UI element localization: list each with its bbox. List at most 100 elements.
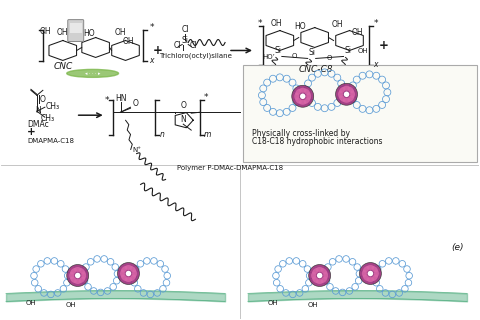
Text: +: + (27, 127, 36, 137)
Ellipse shape (348, 95, 354, 102)
Text: ◂ · · · ▸: ◂ · · · ▸ (340, 74, 355, 79)
Ellipse shape (348, 87, 354, 93)
Text: CNC-C8: CNC-C8 (299, 65, 333, 74)
Ellipse shape (338, 91, 343, 98)
Ellipse shape (363, 275, 370, 281)
Ellipse shape (125, 277, 132, 282)
Ellipse shape (295, 89, 302, 95)
Ellipse shape (67, 69, 119, 77)
Ellipse shape (299, 100, 307, 105)
Ellipse shape (304, 89, 310, 95)
Text: m: m (204, 130, 212, 139)
Text: Polymer P-DMAc-DMAPMA-C18: Polymer P-DMAc-DMAPMA-C18 (177, 165, 283, 171)
Text: (e): (e) (451, 243, 463, 252)
Ellipse shape (294, 92, 299, 100)
Ellipse shape (132, 270, 137, 277)
Circle shape (317, 273, 323, 278)
Text: HO’: HO’ (262, 54, 275, 60)
Text: *: * (204, 93, 209, 102)
Text: CH₃: CH₃ (41, 114, 55, 123)
Text: DMAc: DMAc (27, 120, 48, 129)
Ellipse shape (309, 265, 331, 286)
Text: O: O (292, 53, 298, 60)
Ellipse shape (316, 267, 324, 272)
Ellipse shape (311, 272, 316, 279)
Ellipse shape (81, 272, 86, 279)
FancyBboxPatch shape (70, 23, 82, 33)
Text: Si: Si (275, 46, 281, 55)
Text: Physically cross-linked by: Physically cross-linked by (252, 129, 350, 138)
Ellipse shape (295, 97, 302, 104)
Text: N⁺: N⁺ (132, 147, 142, 153)
Ellipse shape (74, 267, 82, 272)
Ellipse shape (350, 91, 355, 98)
Circle shape (75, 273, 81, 278)
Ellipse shape (362, 270, 367, 277)
Ellipse shape (336, 83, 358, 105)
Ellipse shape (79, 276, 85, 283)
Ellipse shape (70, 276, 77, 283)
Text: OH: OH (352, 28, 363, 36)
Ellipse shape (316, 279, 324, 284)
Text: O: O (180, 101, 186, 110)
Text: *: * (258, 19, 263, 28)
Text: Cl: Cl (190, 42, 197, 51)
Text: OH: OH (268, 300, 278, 306)
Ellipse shape (69, 272, 74, 279)
Ellipse shape (339, 87, 346, 93)
Text: O: O (132, 99, 138, 108)
Ellipse shape (130, 266, 136, 272)
Text: HN: HN (115, 94, 126, 103)
Circle shape (344, 92, 349, 97)
Text: OH: OH (358, 48, 368, 54)
Ellipse shape (130, 275, 136, 281)
Text: CH₃: CH₃ (46, 102, 60, 111)
FancyBboxPatch shape (243, 65, 477, 162)
Ellipse shape (343, 86, 350, 91)
Ellipse shape (323, 272, 328, 279)
Text: Si: Si (182, 36, 189, 44)
Text: Si: Si (344, 46, 351, 55)
Ellipse shape (321, 268, 327, 275)
Ellipse shape (120, 270, 125, 277)
Circle shape (300, 93, 305, 99)
Ellipse shape (125, 265, 132, 270)
Circle shape (368, 271, 373, 276)
Text: n: n (159, 130, 164, 139)
Ellipse shape (121, 266, 128, 272)
Ellipse shape (304, 97, 310, 104)
Text: CNC: CNC (53, 62, 72, 71)
Ellipse shape (70, 268, 77, 275)
Ellipse shape (299, 88, 307, 93)
Text: +: + (153, 44, 162, 57)
Ellipse shape (79, 268, 85, 275)
Ellipse shape (118, 262, 139, 284)
Ellipse shape (67, 265, 89, 286)
Ellipse shape (322, 72, 373, 80)
Ellipse shape (74, 279, 82, 284)
Text: OH: OH (332, 20, 343, 28)
Text: *: * (373, 19, 378, 28)
Text: Cl: Cl (174, 42, 181, 51)
Text: *: * (105, 96, 109, 105)
Ellipse shape (363, 266, 370, 272)
Text: HO: HO (83, 28, 95, 37)
FancyBboxPatch shape (68, 20, 84, 42)
Text: OH: OH (271, 19, 283, 28)
Text: OH: OH (26, 300, 36, 306)
Text: HO: HO (294, 21, 306, 31)
Ellipse shape (121, 275, 128, 281)
Text: OH: OH (57, 28, 69, 36)
Text: O: O (327, 55, 332, 61)
Text: *: * (149, 23, 154, 32)
Text: N: N (35, 106, 41, 115)
Ellipse shape (292, 85, 313, 107)
Text: O: O (40, 95, 46, 104)
Ellipse shape (367, 265, 374, 270)
Text: +: + (378, 39, 388, 52)
Text: N: N (180, 115, 186, 124)
Ellipse shape (372, 266, 378, 272)
Text: C18-C18 hydrophobic interactions: C18-C18 hydrophobic interactions (252, 137, 383, 146)
Ellipse shape (360, 262, 382, 284)
Text: x: x (373, 60, 378, 69)
